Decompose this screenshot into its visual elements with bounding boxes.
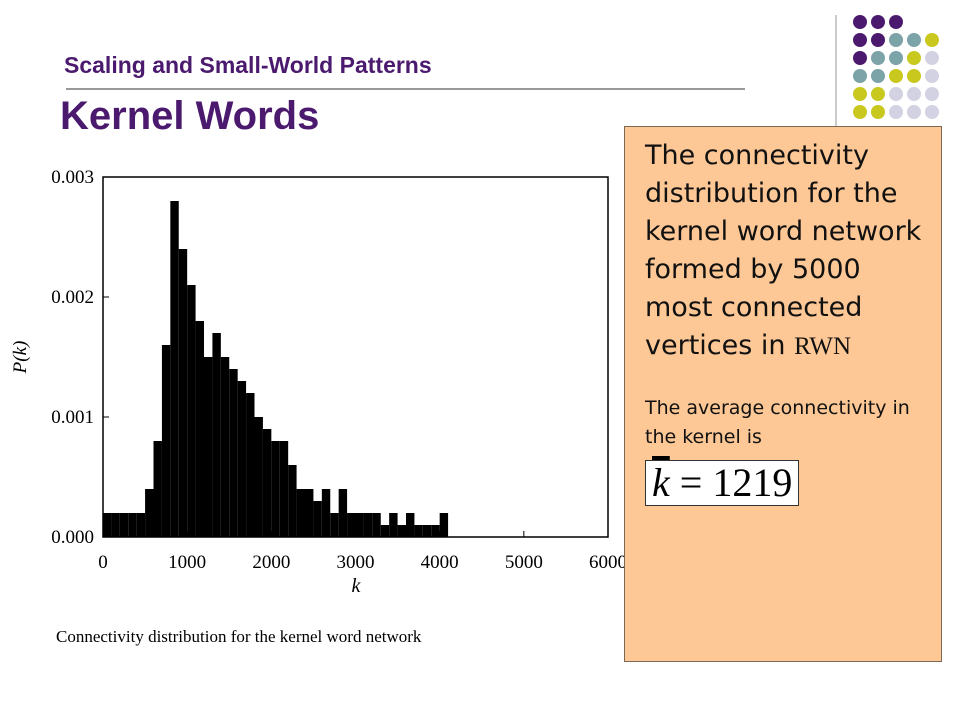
x-tick-label: 4000 xyxy=(421,552,459,573)
x-axis-label: k xyxy=(352,575,362,597)
dot xyxy=(871,15,885,29)
bar xyxy=(338,489,348,537)
dot xyxy=(853,15,867,29)
bar xyxy=(195,321,204,537)
bar xyxy=(439,513,449,537)
y-tick-label: 0.002 xyxy=(51,287,94,308)
dot xyxy=(871,105,885,119)
formula-rhs: = 1219 xyxy=(679,460,793,505)
x-tick-label: 1000 xyxy=(168,552,206,573)
note-text: RWN xyxy=(794,333,852,360)
note-box: The connectivity distribution for the ke… xyxy=(624,126,942,662)
bar xyxy=(161,345,171,537)
decoration xyxy=(853,15,939,119)
y-tick-label: 0.001 xyxy=(51,407,94,428)
x-tick-label: 0 xyxy=(98,552,108,573)
dot xyxy=(871,69,885,83)
bar xyxy=(330,513,339,537)
dot xyxy=(853,69,867,83)
bar xyxy=(111,513,120,537)
bar xyxy=(136,513,146,537)
y-axis-label: P(k) xyxy=(10,341,31,375)
dot xyxy=(907,33,921,47)
bar xyxy=(103,513,112,537)
formula-lhs: k xyxy=(652,460,670,505)
bar xyxy=(406,513,415,537)
bar xyxy=(204,357,213,537)
bar xyxy=(229,369,238,537)
bar xyxy=(347,513,356,537)
x-tick-label: 3000 xyxy=(337,552,375,573)
dot xyxy=(889,105,903,119)
dot xyxy=(925,51,939,65)
dot xyxy=(907,69,921,83)
bar xyxy=(254,417,263,537)
note-text: The connectivity distribution for the ke… xyxy=(645,137,929,366)
title: Kernel Words xyxy=(60,94,320,138)
note-text: The connectivity distribution for the ke… xyxy=(645,140,922,361)
dot xyxy=(925,87,939,101)
dot xyxy=(889,87,903,101)
bar xyxy=(363,513,373,537)
bar xyxy=(397,525,406,537)
dot xyxy=(871,51,885,65)
bar xyxy=(296,489,305,537)
dot xyxy=(889,51,903,65)
bar xyxy=(271,441,280,537)
dot xyxy=(853,87,867,101)
bar xyxy=(321,489,331,537)
dot xyxy=(925,33,939,47)
dot xyxy=(853,105,867,119)
dot xyxy=(907,105,921,119)
bar xyxy=(279,441,289,537)
bar xyxy=(262,429,272,537)
bar xyxy=(237,381,247,537)
x-tick-label: 5000 xyxy=(505,552,543,573)
bar xyxy=(305,489,314,537)
dot xyxy=(889,69,903,83)
bar xyxy=(380,525,390,537)
bar xyxy=(128,513,137,537)
bar xyxy=(372,513,381,537)
dot xyxy=(907,51,921,65)
bar xyxy=(355,513,364,537)
dot xyxy=(889,33,903,47)
bar xyxy=(212,333,221,537)
dot xyxy=(853,33,867,47)
caption: Connectivity distribution for the kernel… xyxy=(56,627,422,646)
bar xyxy=(389,513,398,537)
bar xyxy=(220,357,230,537)
bar xyxy=(422,525,432,537)
bar xyxy=(187,285,196,537)
bar xyxy=(170,201,179,537)
dot xyxy=(889,15,903,29)
dot xyxy=(925,105,939,119)
x-tick-label: 2000 xyxy=(252,552,290,573)
bar xyxy=(288,465,297,537)
y-tick-label: 0.003 xyxy=(51,167,94,188)
bar xyxy=(178,249,188,537)
x-tick-label: 6000 xyxy=(589,552,627,573)
bar xyxy=(431,525,440,537)
bar xyxy=(153,441,162,537)
note-text: The average connectivity in the kernel i… xyxy=(645,397,910,448)
bar xyxy=(246,393,255,537)
dot xyxy=(871,87,885,101)
bar xyxy=(414,525,423,537)
dot xyxy=(907,87,921,101)
bar xyxy=(119,513,129,537)
dot xyxy=(853,51,867,65)
bar xyxy=(145,489,154,537)
bar xyxy=(313,501,322,537)
dot xyxy=(925,69,939,83)
y-tick-label: 0.000 xyxy=(51,527,94,548)
formula: k = 1219 xyxy=(645,460,800,506)
dot xyxy=(871,33,885,47)
subtitle: Scaling and Small-World Patterns xyxy=(64,52,432,78)
